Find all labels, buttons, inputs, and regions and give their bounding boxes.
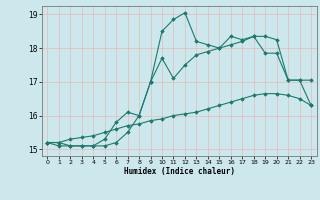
X-axis label: Humidex (Indice chaleur): Humidex (Indice chaleur) (124, 167, 235, 176)
